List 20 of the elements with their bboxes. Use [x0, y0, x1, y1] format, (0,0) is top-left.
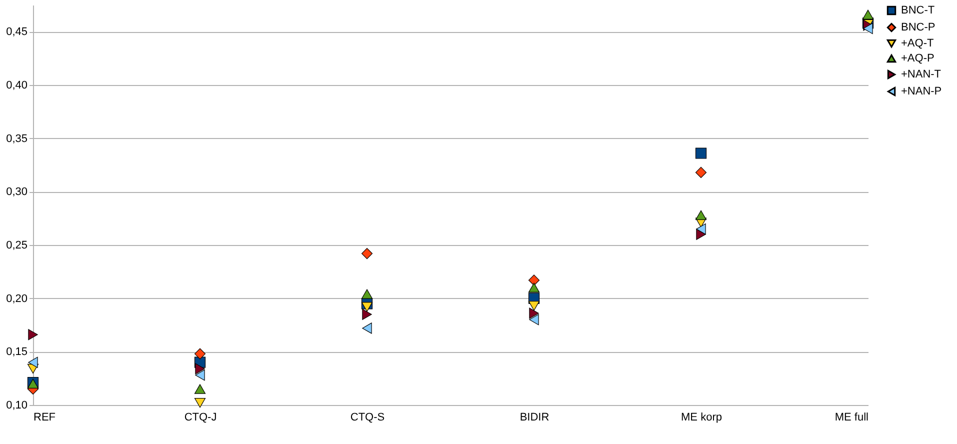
y-tick-label: 0,45	[6, 26, 28, 38]
y-tick-label: 0,30	[6, 186, 28, 198]
y-tick-label: 0,15	[6, 346, 28, 358]
legend-label: +AQ-T	[901, 38, 934, 50]
legend-label: +NAN-T	[901, 68, 942, 80]
y-tick-label: 0,25	[6, 240, 28, 252]
y-tick-label: 0,10	[6, 400, 28, 412]
legend-label: +NAN-P	[901, 86, 942, 98]
legend-label: BNC-P	[901, 22, 936, 34]
x-tick-label: ME korp	[681, 412, 722, 424]
x-tick-label: REF	[34, 412, 56, 424]
y-tick-label: 0,40	[6, 80, 28, 92]
x-tick-label: BIDIR	[520, 412, 550, 424]
y-tick-label: 0,20	[6, 292, 28, 305]
legend-label: BNC-T	[901, 4, 935, 16]
x-tick-label: CTQ-S	[350, 412, 385, 424]
y-tick-label: 0,35	[6, 132, 28, 145]
x-tick-label: ME full	[834, 412, 868, 424]
x-tick-label: CTQ-J	[184, 412, 217, 424]
legend-label: +AQ-P	[901, 52, 934, 64]
